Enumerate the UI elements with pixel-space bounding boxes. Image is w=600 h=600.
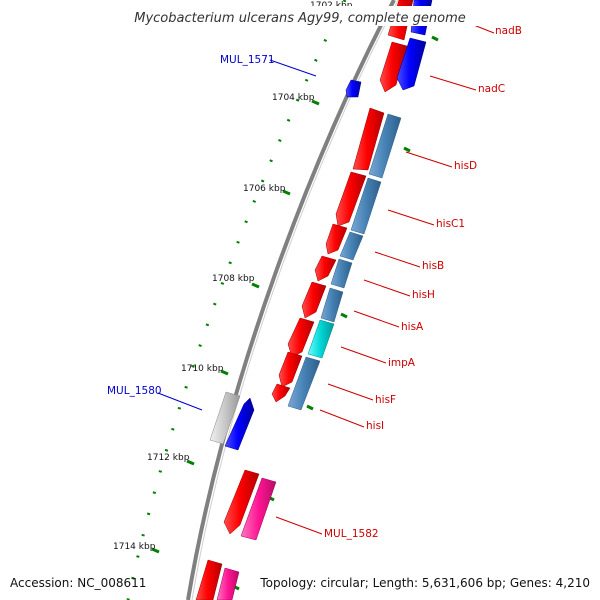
gene-label-hisI[interactable]: hisI <box>366 420 384 432</box>
operon-hisD[interactable] <box>368 113 402 179</box>
feature-group-MUL_1582 <box>223 469 277 541</box>
leader-hisF <box>327 383 374 401</box>
gene-label-hisH[interactable]: hisH <box>412 289 435 301</box>
tick-mark <box>151 547 160 554</box>
tick-label-1714: 1714 kbp <box>113 542 156 552</box>
tick-mark <box>186 459 195 466</box>
cds-MUL_1571[interactable] <box>345 79 362 98</box>
tick-label-1704: 1704 kbp <box>272 93 315 103</box>
operon-hisA[interactable] <box>320 287 344 323</box>
gene-label-MUL_1582[interactable]: MUL_1582 <box>324 528 379 540</box>
feature-MUL_1582-pink[interactable] <box>240 477 277 541</box>
cds-hisI[interactable] <box>271 383 291 403</box>
genome-backbone <box>186 0 396 600</box>
leader-hisC1 <box>387 209 435 226</box>
feature-tick <box>403 146 411 153</box>
leader-MUL_1571 <box>269 59 317 77</box>
feature-tick <box>306 404 314 411</box>
leader-hisB <box>374 251 421 268</box>
tick-mark <box>311 99 320 106</box>
cds-hisC1[interactable] <box>335 171 367 227</box>
accession-text: Accession: NC_008611 <box>10 576 146 590</box>
tick-label-1712: 1712 kbp <box>147 453 190 463</box>
gene-label-hisB[interactable]: hisB <box>422 260 444 272</box>
gene-label-hisF[interactable]: hisF <box>375 394 396 406</box>
tick-label-1708: 1708 kbp <box>212 274 255 284</box>
operon-track <box>287 113 402 411</box>
leader-hisI <box>319 409 365 428</box>
cds-hisF[interactable] <box>278 351 303 388</box>
pseudogene-MUL_1580[interactable] <box>209 391 241 445</box>
cds-hisA[interactable] <box>301 281 327 319</box>
cds-hisB[interactable] <box>325 223 348 255</box>
map-title: Mycobacterium ulcerans Agy99, complete g… <box>134 11 466 26</box>
gene-label-hisC1[interactable]: hisC1 <box>436 218 465 230</box>
feature-tick <box>431 35 439 42</box>
leader-MUL_1580 <box>157 392 203 411</box>
operon-hisC1[interactable] <box>350 177 382 235</box>
leader-hisA <box>353 310 400 328</box>
cds-MUL_1582[interactable] <box>223 469 260 535</box>
feature-tick <box>340 312 348 319</box>
feature-bottom-pink[interactable] <box>216 567 240 600</box>
operon-hisF-hisI[interactable] <box>287 356 321 411</box>
cds-hisH[interactable] <box>314 255 337 282</box>
tick-mark <box>282 189 291 196</box>
cds-MUL_1580[interactable] <box>224 397 255 451</box>
tick-mark <box>251 282 260 289</box>
gene-label-impA[interactable]: impA <box>388 357 416 369</box>
leader-impA <box>340 346 387 364</box>
gene-label-nadC[interactable]: nadC <box>478 83 505 95</box>
gene-label-hisA[interactable]: hisA <box>401 321 424 333</box>
topology-text: Topology: circular; Length: 5,631,606 bp… <box>259 576 590 590</box>
cds-reverse-nadC[interactable] <box>396 37 427 91</box>
cds-hisD[interactable] <box>352 107 385 171</box>
leader-nadC <box>429 75 477 91</box>
operon-hisB[interactable] <box>339 231 364 261</box>
tick-label-1710: 1710 kbp <box>181 364 224 374</box>
major-ticks <box>151 10 347 554</box>
cds-forward-his-operon <box>271 107 385 403</box>
leader-lines <box>157 21 495 535</box>
gene-label-hisD[interactable]: hisD <box>454 160 477 172</box>
tick-label-1706: 1706 kbp <box>243 184 286 194</box>
feature-group-MUL_1580 <box>209 391 255 451</box>
gene-label-nadB[interactable]: nadB <box>495 25 522 37</box>
leader-MUL_1582 <box>275 516 323 535</box>
gene-label-MUL_1580[interactable]: MUL_1580 <box>107 385 162 397</box>
cds-nadC[interactable] <box>379 41 408 93</box>
leader-hisD <box>405 151 453 168</box>
operon-hisH[interactable] <box>330 258 353 289</box>
cds-bottom-red[interactable] <box>195 559 223 600</box>
title-backdrop <box>120 6 484 26</box>
gene-label-MUL_1571[interactable]: MUL_1571 <box>220 54 275 66</box>
genome-backbone-highlight <box>191 0 399 600</box>
operon-impA-highlight[interactable] <box>307 319 335 359</box>
tick-mark <box>220 369 229 376</box>
leader-hisH <box>363 279 411 297</box>
feature-group-bottom <box>195 559 240 600</box>
